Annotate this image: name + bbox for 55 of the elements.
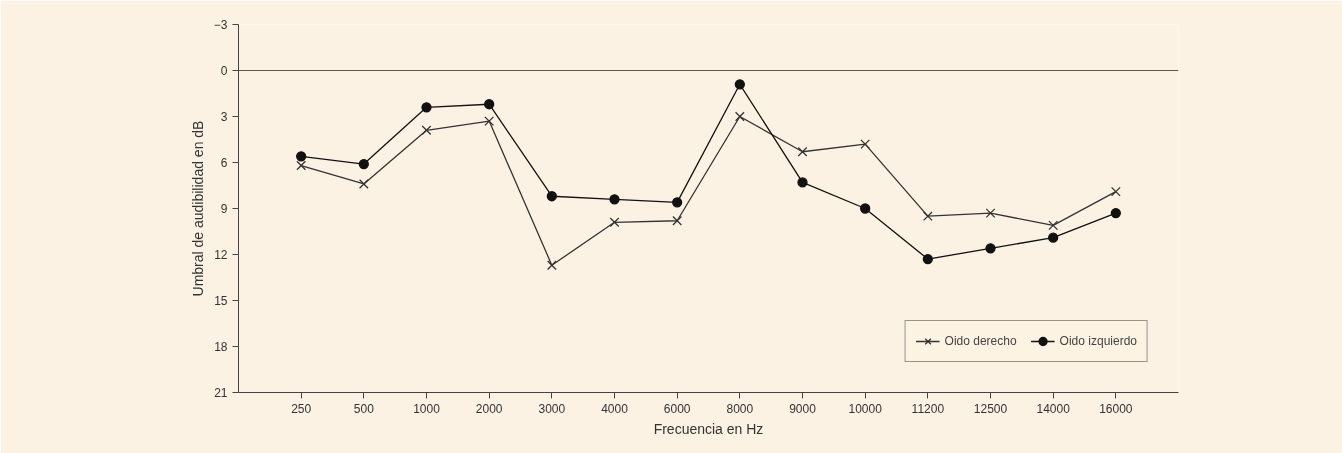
- x-tick-label: 3000: [538, 401, 566, 416]
- point: [296, 160, 307, 171]
- x-tick-label: 250: [291, 401, 312, 416]
- x-tick-label: 10000: [848, 401, 883, 416]
- point: [985, 208, 996, 218]
- x-tick-label: 12500: [973, 401, 1008, 416]
- point: [421, 125, 432, 136]
- point: [672, 197, 683, 208]
- x-tick-label: 9000: [789, 401, 817, 416]
- point: [484, 99, 495, 110]
- point: [296, 151, 307, 162]
- point: [358, 158, 369, 170]
- x-tick-label: 11200: [911, 401, 945, 416]
- y-tick-label: 0: [220, 64, 228, 78]
- y-tick-label: −3: [213, 18, 228, 32]
- point: [797, 146, 808, 157]
- y-tick-label: 12: [214, 248, 228, 262]
- x-tick-label: 16000: [1099, 401, 1133, 416]
- point: [358, 179, 369, 189]
- point: [860, 139, 871, 149]
- x-tick-label: 1000: [413, 401, 441, 416]
- x-tick-label: 4000: [601, 401, 629, 416]
- point: [797, 177, 808, 188]
- x-tick-label: 14000: [1036, 401, 1071, 416]
- point: [922, 211, 933, 222]
- x-tick-label: 500: [353, 401, 375, 416]
- y-tick-label: 15: [214, 294, 228, 308]
- legend-label: Oido derecho: [944, 334, 1017, 348]
- x-tick-label: 8000: [726, 401, 754, 416]
- y-tick-label: 21: [214, 386, 228, 400]
- point: [734, 79, 745, 90]
- point: [734, 111, 745, 122]
- point: [1110, 186, 1121, 197]
- point: [421, 102, 432, 113]
- point: [1110, 207, 1121, 219]
- point: [1048, 232, 1059, 243]
- point: [1048, 220, 1059, 231]
- x-axis-title: Frecuencia en Hz: [653, 420, 764, 437]
- x-tick-label: 2000: [475, 401, 503, 416]
- point: [922, 253, 933, 265]
- point: [546, 191, 557, 202]
- point: [609, 217, 620, 228]
- point: [985, 243, 996, 254]
- point: [609, 194, 620, 205]
- point: [484, 116, 495, 126]
- y-tick-label: 9: [220, 202, 228, 216]
- legend-label: Oido izquierdo: [1059, 334, 1137, 348]
- point: [672, 215, 683, 226]
- y-tick-label: 18: [214, 340, 228, 354]
- x-tick-label: 6000: [663, 401, 691, 416]
- point: [546, 260, 557, 271]
- point: [860, 203, 871, 214]
- y-axis-title: Umbral de audibilidad en dB: [189, 120, 206, 297]
- y-tick-label: 3: [220, 110, 228, 124]
- y-tick-label: 6: [220, 156, 228, 170]
